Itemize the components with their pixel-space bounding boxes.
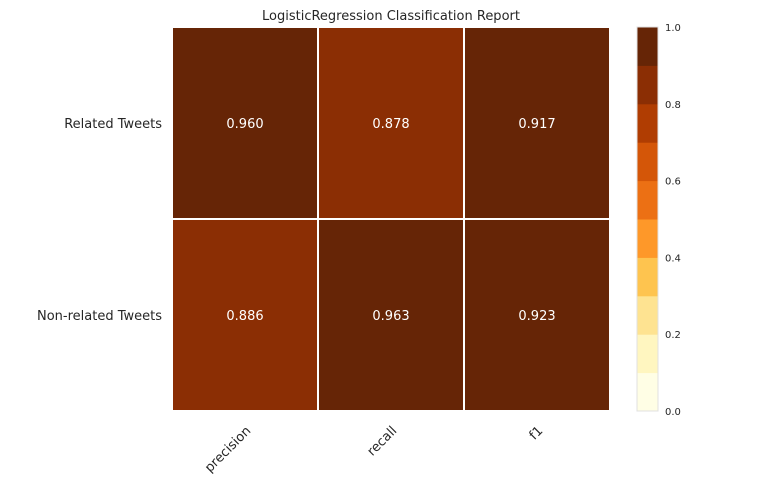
chart-title: LogisticRegression Classification Report — [262, 9, 520, 24]
row-label: Non-related Tweets — [37, 309, 162, 324]
colorbar-bin — [637, 295, 658, 335]
colorbar-bin — [637, 372, 658, 412]
colorbar-tick-label: 1.0 — [665, 23, 681, 34]
colorbar-bin — [637, 27, 658, 66]
colorbar-bin — [637, 142, 658, 182]
colorbar: 0.0 0.2 0.4 0.6 0.8 1.0 — [636, 23, 681, 418]
colorbar-frame — [636, 26, 659, 412]
cell-value-label: 0.878 — [372, 117, 409, 132]
colorbar-bin — [637, 180, 658, 220]
cell-value-label: 0.960 — [226, 117, 263, 132]
colorbar-bin — [637, 219, 658, 258]
column-label: recall — [365, 424, 401, 460]
column-labels: precision recall f1 — [202, 424, 546, 476]
cell-value-label: 0.963 — [372, 309, 409, 324]
heatmap-cell — [171, 26, 319, 220]
row-labels: Related Tweets Non-related Tweets — [37, 117, 162, 324]
heatmap-cell — [317, 218, 465, 412]
column-label: f1 — [527, 424, 547, 444]
colorbar-bin — [637, 65, 658, 105]
colorbar-tick-label: 0.4 — [665, 253, 681, 264]
heatmap-cell — [171, 218, 319, 412]
cell-value-label: 0.886 — [226, 309, 263, 324]
colorbar-bin — [637, 103, 658, 143]
cell-value-label: 0.917 — [518, 117, 555, 132]
colorbar-tick-label: 0.8 — [665, 100, 681, 111]
colorbar-tick-label: 0.6 — [665, 177, 681, 188]
colorbar-bin — [637, 257, 658, 297]
colorbar-bin — [637, 334, 658, 374]
cell-value-label: 0.923 — [518, 309, 555, 324]
heatmap-cells: 0.960 0.878 0.917 0.886 0.963 0.923 — [171, 26, 611, 412]
column-label: precision — [202, 424, 254, 476]
heatmap-cell — [463, 218, 611, 412]
heatmap-cell — [463, 26, 611, 220]
row-label: Related Tweets — [64, 117, 162, 132]
colorbar-tick-label: 0.2 — [665, 330, 681, 341]
colorbar-tick-label: 0.0 — [665, 407, 681, 418]
heatmap-cell — [317, 26, 465, 220]
